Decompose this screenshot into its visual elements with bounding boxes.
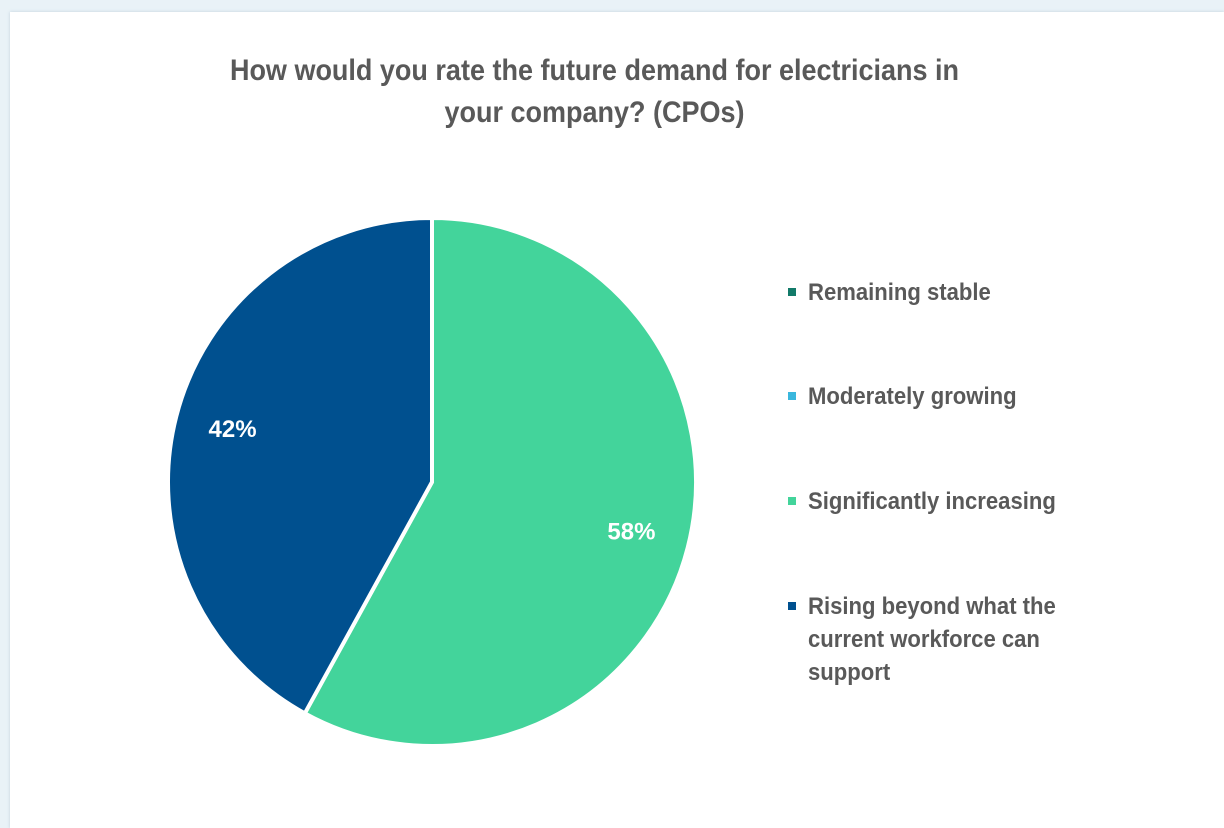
legend-item-moderately-growing: Moderately growing	[788, 380, 1118, 413]
legend-label: Significantly increasing	[808, 488, 1056, 515]
chart-title-line-1: How would you rate the future demand for…	[229, 54, 960, 87]
legend-swatch	[788, 392, 796, 400]
pie-slice-rising-beyond-what-the-current-workforce-can-support	[166, 216, 434, 716]
chart-title: How would you rate the future demand for…	[28, 50, 1162, 134]
legend-item-significantly-increasing: Significantly increasing	[788, 485, 1118, 518]
pie-data-labels: 58% 42%	[209, 416, 656, 545]
pie-data-label: 58%	[607, 519, 655, 546]
legend-label: Rising beyond what the current workforce…	[808, 593, 1056, 686]
legend-swatch	[788, 602, 796, 610]
legend-item-rising-beyond: Rising beyond what the current workforce…	[788, 590, 1118, 689]
legend-label: Remaining stable	[808, 279, 991, 306]
pie-data-label: 42%	[209, 416, 257, 443]
pie-slice-significantly-increasing	[302, 216, 698, 748]
legend-swatch	[788, 497, 796, 505]
chart-title-line-2: your company? (CPOs)	[444, 96, 745, 129]
pie-slices	[166, 216, 698, 748]
legend-item-remaining-stable: Remaining stable	[788, 276, 1118, 309]
legend-swatch	[788, 288, 796, 296]
legend-label: Moderately growing	[808, 383, 1017, 410]
